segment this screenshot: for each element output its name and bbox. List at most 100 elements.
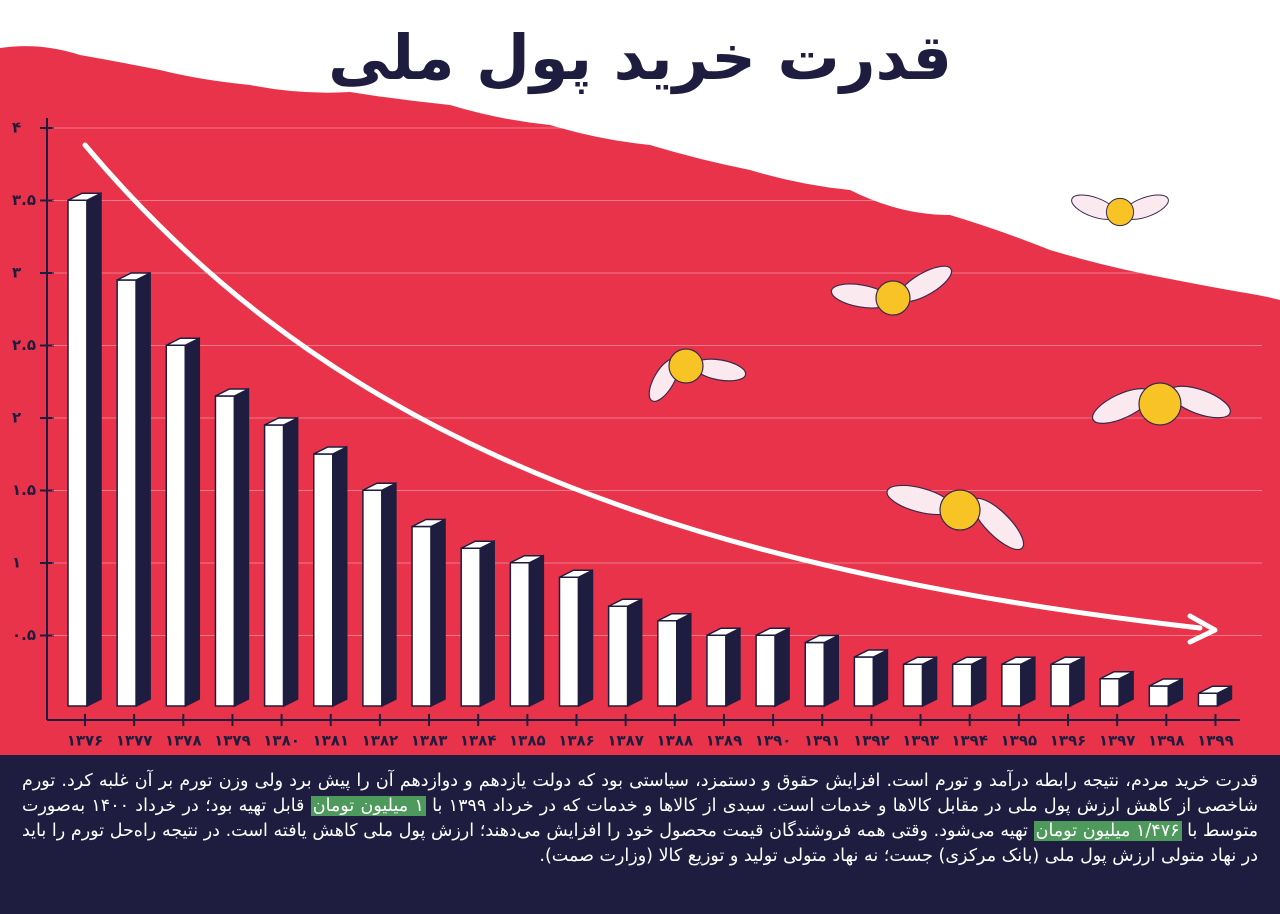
bar-side [725,627,741,708]
bar-side [921,656,938,708]
bar-side [381,482,397,708]
y-tick-label: ۲.۵ [12,336,36,354]
bar-front [558,576,580,707]
bar-front [313,453,334,707]
x-tick-label: ۱۳۹۸ [1148,732,1185,750]
x-tick-label: ۱۳۹۳ [902,732,939,750]
bar-front [804,641,825,707]
bar-front [460,547,481,707]
y-tick-label: ۲ [12,409,21,427]
bar-front [263,424,285,707]
bar-side [430,518,446,708]
bar-top [952,656,987,665]
bar-side [577,569,594,708]
bar-side [135,271,151,708]
bar-top [608,598,642,607]
description-text: قدرت خرید مردم، نتیجه رابطه درآمد و تورم… [22,771,1258,816]
highlighted-text: ۱ میلیون تومان [310,796,426,816]
y-tick-label: ۳.۵ [12,191,36,209]
bar-top [1198,685,1232,694]
bar-front [362,489,383,707]
bar-side [332,445,348,708]
bar-side [282,416,299,708]
bar-side [86,192,102,708]
bar-front [165,344,187,707]
bar-front [1099,678,1120,707]
bar-front [657,620,678,707]
bar-side [676,612,692,708]
bar-side [872,648,889,708]
x-tick-label: ۱۳۸۶ [558,732,595,750]
bar-side [184,337,201,708]
bar-top [116,272,151,281]
x-tick-label: ۱۳۹۴ [951,732,988,750]
bar-top [460,540,495,549]
bar-front [214,395,236,707]
x-tick-label: ۱۳۹۶ [1050,732,1087,750]
bar-side [626,598,643,708]
bar-top [264,417,298,426]
x-tick-label: ۱۳۹۵ [1001,732,1038,750]
bar-top [755,627,790,636]
bar-side [970,656,987,708]
flying-coins [648,194,1231,551]
x-tick-label: ۱۳۸۹ [706,732,743,750]
bar-top [903,656,937,665]
plot: ۰.۵ ۱ ۱.۵ ۲ ۲.۵ ۳ ۳.۵ ۴ ۱۳۷۶ ۱۳۷۷ ۱۳۷۸ ۱۳۷۹ ۱۳۸۰ ۱۳۸۱… [12,119,1262,750]
bar-front [1050,663,1071,707]
bar-side [1069,656,1085,708]
bar-top [215,388,249,397]
description-text: تهیه می‌شود. وقتی همه فروشندگان قیمت محص… [22,821,1258,866]
bar-top [411,518,446,528]
bar-top [313,446,348,455]
description: قدرت خرید مردم، نتیجه رابطه درآمد و تورم… [0,755,1280,914]
chart: قدرت خرید پول ملی ۰.۵ ۱ ۱.۵ ۲ ۲.۵ ۳ ۳.۵ ۴ ۱۳۷۶ ۱۳… [0,21,1280,755]
arrow-head [1187,613,1218,645]
x-tick-label: ۱۳۹۲ [853,732,890,750]
x-tick-label: ۱۳۸۲ [362,732,399,750]
bar-top [706,627,741,636]
bar-front [607,605,629,707]
bar-top [67,192,102,201]
bar-top [1148,678,1183,687]
description-text: قابل تهیه بود؛ در خرداد ۱۴۰۰ به‌صورت متو… [22,796,1258,841]
bar-front [706,634,727,707]
bar-top [657,613,692,622]
bar-top [1050,656,1085,665]
bar-front [411,525,432,707]
x-tick-label: ۱۳۹۹ [1197,732,1234,750]
x-tick-label: ۱۳۷۸ [165,732,202,750]
bar-front [902,663,924,707]
x-tick-label: ۱۳۹۱ [804,732,841,750]
x-tick-label: ۱۳۸۵ [509,732,546,750]
highlighted-text: ۱/۴۷۶ میلیون تومان [1033,821,1182,841]
trend-arrow [82,142,1203,631]
bar-top [510,555,544,564]
x-tick-label: ۱۳۸۴ [460,732,497,750]
bar-front [951,663,973,707]
x-tick-label: ۱۳۹۰ [755,732,792,750]
bar-front [509,562,531,707]
bar-side [774,627,790,708]
x-tick-label: ۱۳۸۰ [263,732,300,750]
x-tick-label: ۱۳۹۷ [1099,732,1136,750]
x-tick-label: ۱۳۸۸ [656,732,693,750]
x-tick-label: ۱۳۷۷ [116,732,153,750]
x-tick-label: ۱۳۸۱ [312,732,349,750]
bar-side [479,540,495,708]
chart-title: قدرت خرید پول ملی [328,21,952,94]
y-tick-label: ۱.۵ [12,481,36,499]
bar-top [854,649,888,658]
bar-top [1001,656,1036,665]
bar-top [804,634,839,644]
bar-top [362,482,397,491]
y-tick-label: ۰.۵ [12,626,36,644]
bar-front [853,656,875,707]
bar-front [1197,692,1219,707]
bar-front [755,634,776,707]
x-tick-label: ۱۳۸۳ [411,732,448,750]
x-tick-label: ۱۳۷۹ [214,732,251,750]
y-tick-label: ۱ [12,554,21,572]
bar-front [116,279,137,707]
